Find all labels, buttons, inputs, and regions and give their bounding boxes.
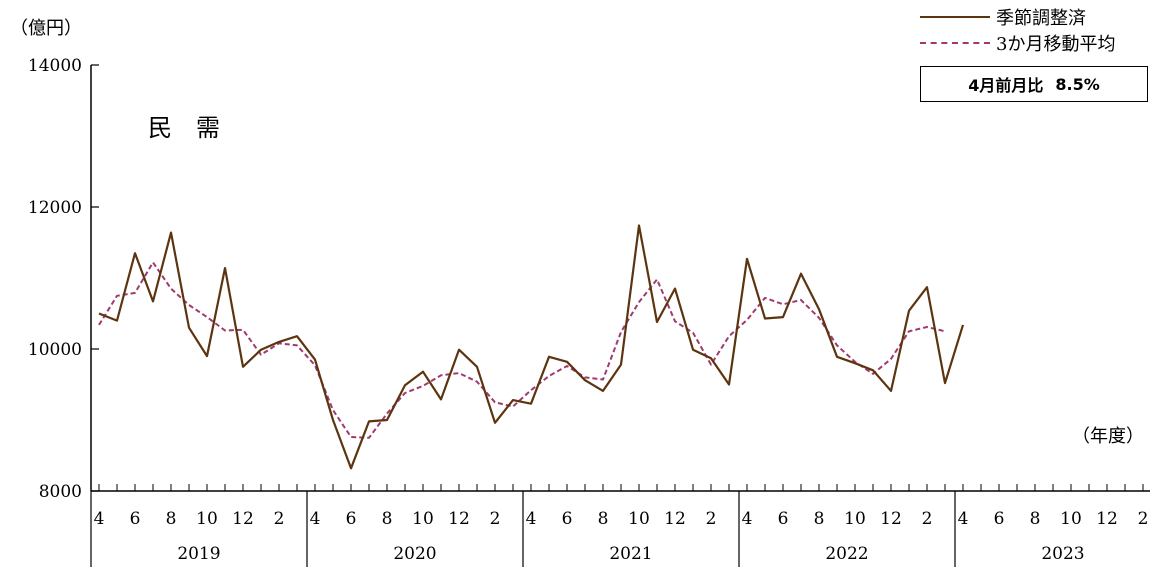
badge-value: 8.5%: [1055, 74, 1100, 94]
x-tick-label: 10: [196, 509, 218, 529]
fiscal-year-label: 2021: [609, 544, 652, 564]
badge-label: 4月前月比: [968, 76, 1044, 95]
legend-swatch-moving-average: [920, 42, 990, 44]
legend-swatch-actual: [920, 16, 990, 18]
legend-label-actual: 季節調整済: [996, 8, 1086, 29]
fiscal-year-label: 2023: [1041, 544, 1084, 564]
x-tick-label: 2: [490, 509, 501, 529]
x-tick-label: 2: [1138, 509, 1149, 529]
x-tick-label: 8: [598, 509, 609, 529]
x-tick-label: 12: [448, 509, 470, 529]
plot-frame: [90, 65, 1150, 492]
x-tick-label: 12: [232, 509, 254, 529]
month-over-month-badge: 4月前月比 8.5%: [920, 66, 1148, 102]
x-tick-label: 10: [1060, 509, 1082, 529]
y-tick-label: 10000: [28, 340, 82, 360]
x-tick-label: 8: [166, 509, 177, 529]
x-tick-label: 12: [664, 509, 686, 529]
x-tick-label: 4: [526, 509, 537, 529]
x-tick-label: 2: [706, 509, 717, 529]
unit-label: （億円）: [10, 18, 82, 39]
x-tick-label: 6: [562, 509, 573, 529]
x-ticks: 4 6 8 10 12 2 4 6 8 10 12 2 4 6 8 10 12 2 4 6 8 10 12 2 4 6 8 10 12 2…: [90, 484, 1149, 567]
x-tick-label: 10: [412, 509, 434, 529]
y-ticks: 8000 10000 12000 14000: [28, 56, 99, 502]
fiscal-year-label: 2020: [393, 544, 436, 564]
x-tick-label: 6: [994, 509, 1005, 529]
x-tick-label: 6: [130, 509, 141, 529]
x-tick-label: 8: [1030, 509, 1041, 529]
legend-label-moving-average: 3か月移動平均: [996, 34, 1116, 55]
fiscal-year-label: 2022: [825, 544, 868, 564]
x-tick-label: 4: [958, 509, 969, 529]
x-tick-label: 6: [346, 509, 357, 529]
x-tick-label: 12: [1096, 509, 1118, 529]
x-tick-label: 2: [274, 509, 285, 529]
series-line-moving-average: [98, 261, 946, 439]
chart-label: 民 需: [148, 114, 220, 142]
y-tick-label: 12000: [28, 198, 82, 218]
x-tick-label: 8: [382, 509, 393, 529]
fiscal-year-unit-label: （年度）: [1072, 426, 1144, 447]
x-tick-label: 10: [628, 509, 650, 529]
x-tick-label: 2: [922, 509, 933, 529]
x-tick-label: 4: [310, 509, 321, 529]
y-tick-label: 14000: [28, 56, 82, 76]
series-layer: [98, 224, 965, 470]
y-tick-label: 8000: [39, 482, 82, 502]
series-line-actual: [98, 224, 965, 470]
x-tick-label: 12: [880, 509, 902, 529]
x-tick-label: 4: [94, 509, 105, 529]
legend-item-actual: 季節調整済: [920, 4, 1150, 30]
x-tick-label: 6: [778, 509, 789, 529]
fiscal-year-label: 2019: [177, 544, 220, 564]
legend-item-moving-average: 3か月移動平均: [920, 30, 1150, 56]
x-tick-label: 10: [844, 509, 866, 529]
legend: 季節調整済 3か月移動平均: [920, 4, 1150, 56]
x-tick-label: 4: [742, 509, 753, 529]
x-tick-label: 8: [814, 509, 825, 529]
